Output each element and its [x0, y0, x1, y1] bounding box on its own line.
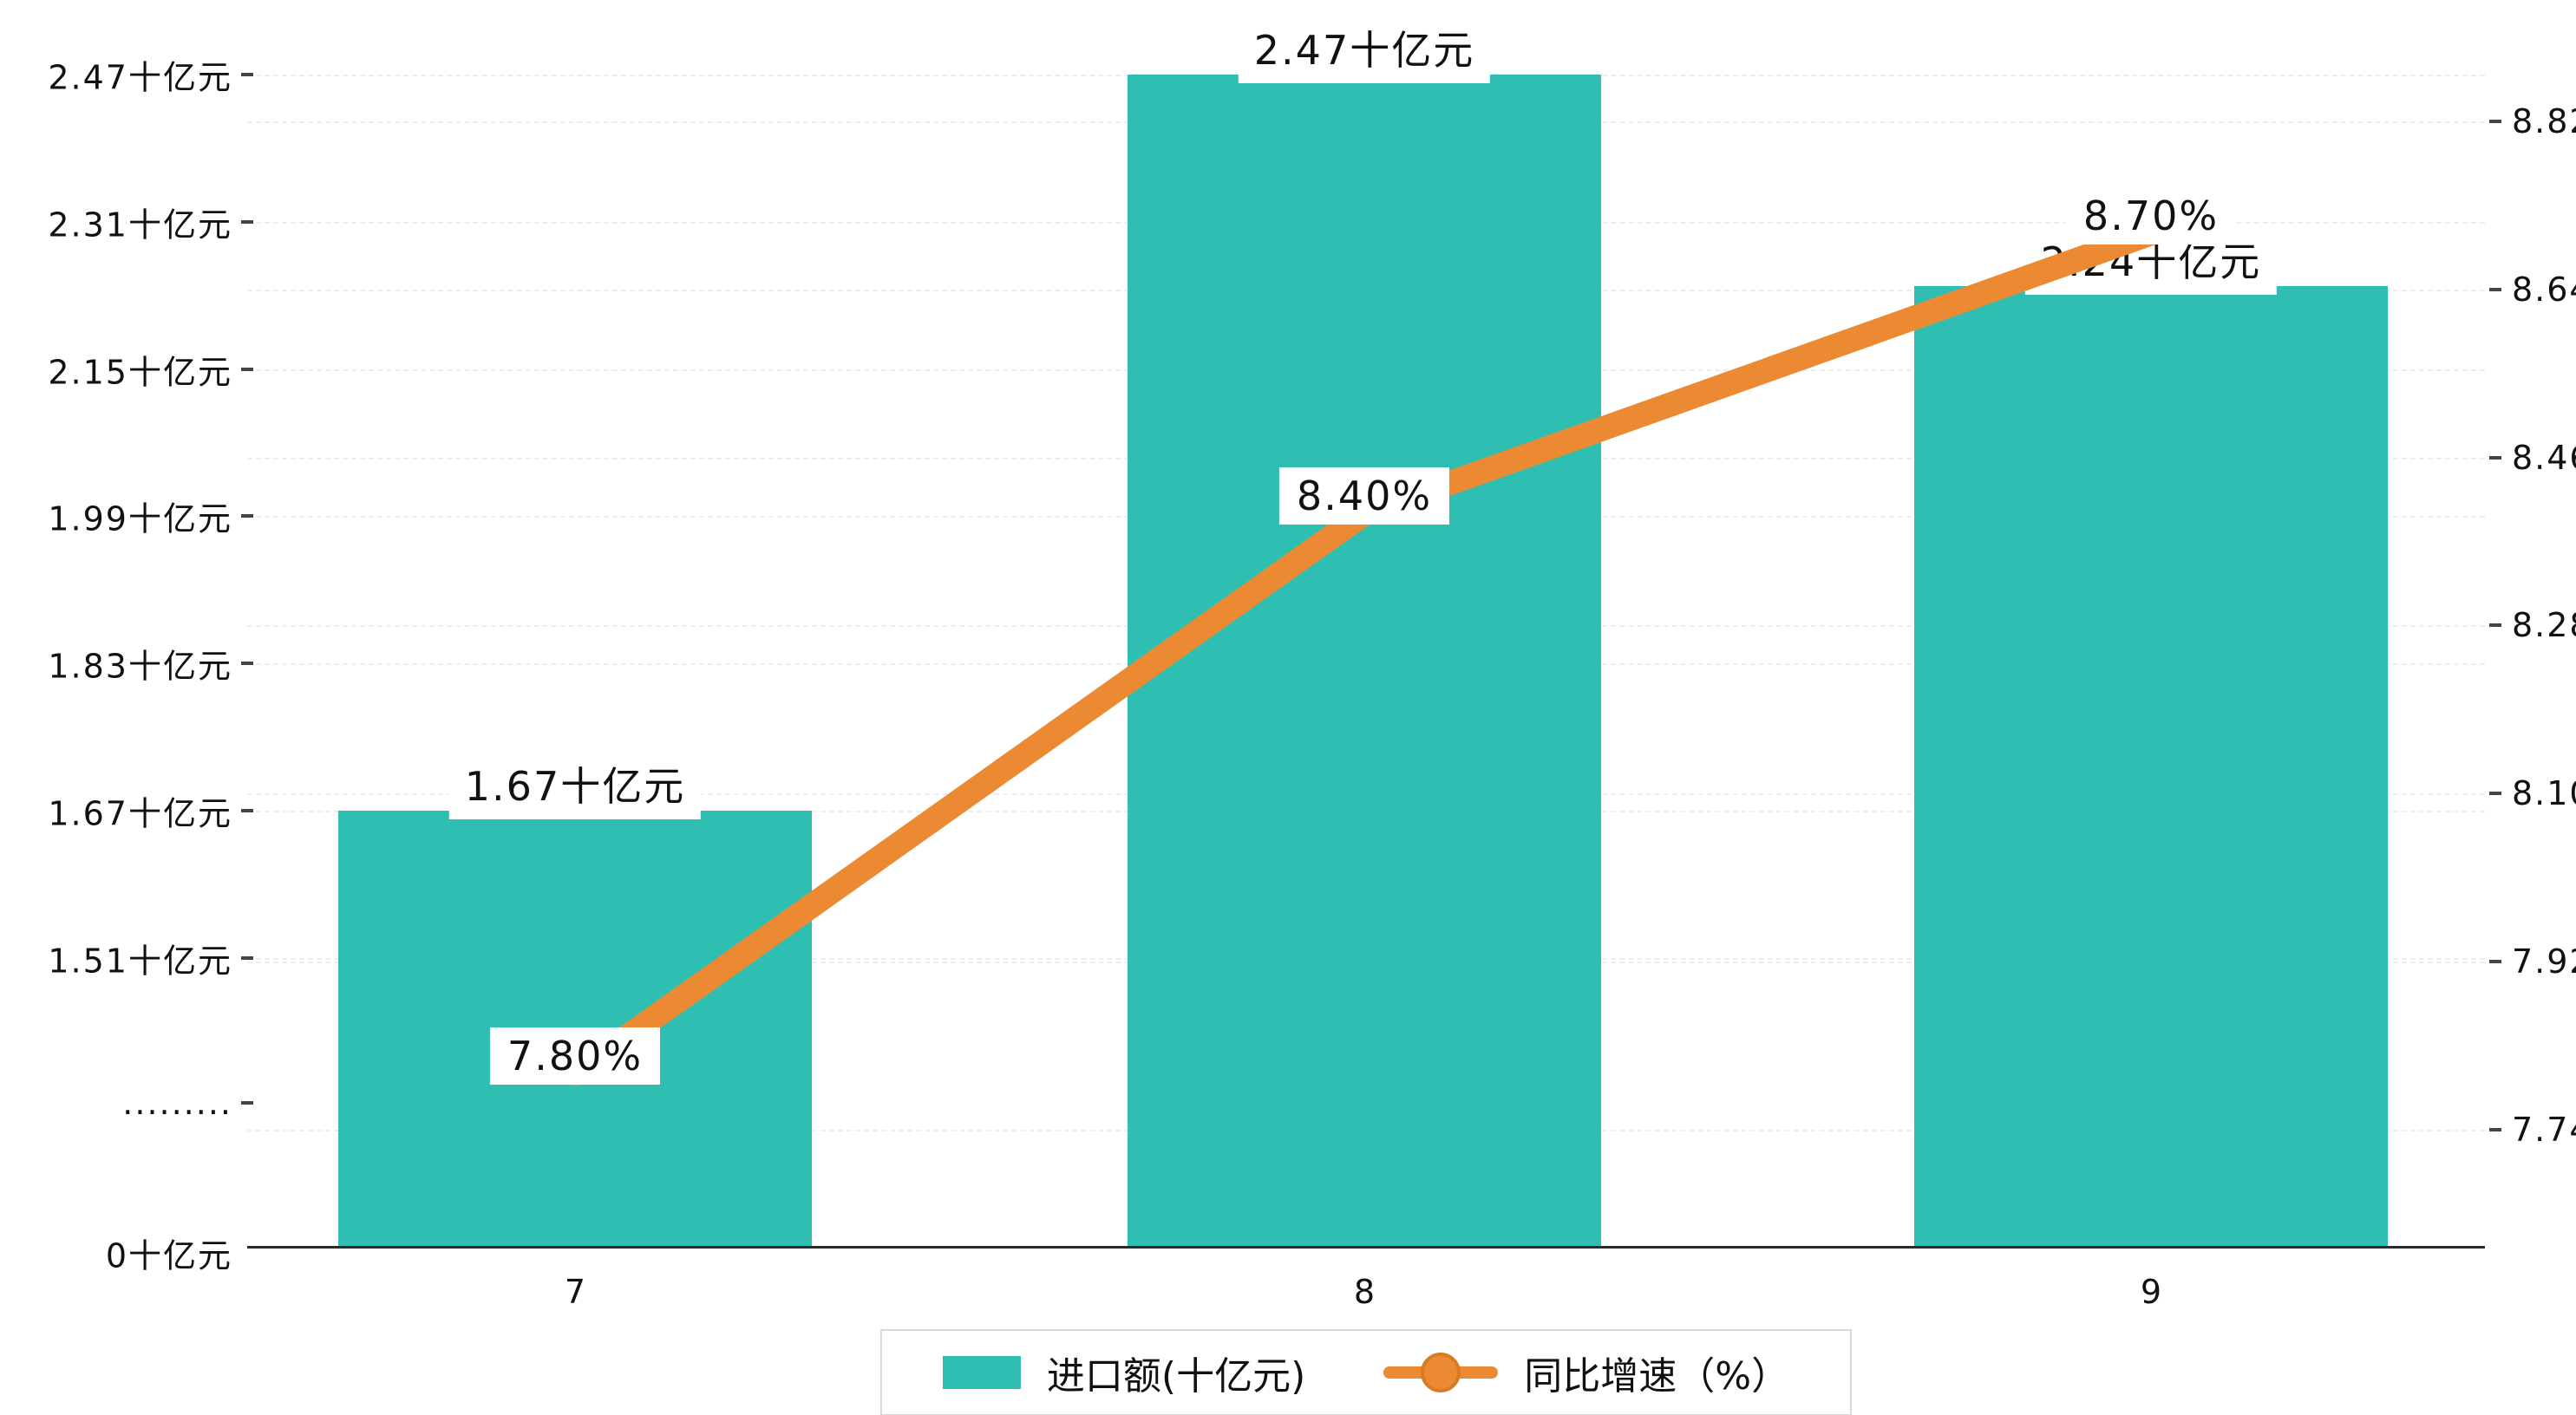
legend: 进口额(十亿元) 同比增速（%） — [879, 1329, 1853, 1415]
bar-value-label: 1.67十亿元 — [448, 748, 702, 819]
left-axis-tick-label: 1.67十亿元 — [48, 794, 232, 833]
x-tick-label: 8 — [1353, 1273, 1376, 1311]
bar-month-8 — [1128, 75, 1601, 1246]
left-axis-tick-label: 2.47十亿元 — [48, 58, 232, 97]
right-tick-mark — [2489, 1128, 2501, 1131]
right-tick-mark — [2489, 960, 2501, 963]
left-axis-tick-label: 1.99十亿元 — [48, 499, 232, 538]
left-tick-mark — [241, 73, 253, 76]
right-axis-tick-label: 8.10 — [2512, 774, 2576, 812]
growth-line-path — [563, 221, 2163, 1086]
left-tick-mark — [241, 956, 253, 960]
legend-label-imports: 进口额(十亿元) — [1046, 1354, 1306, 1399]
x-axis-line — [247, 1246, 2485, 1249]
left-tick-mark — [241, 368, 253, 371]
growth-value-label: 8.40% — [1278, 467, 1450, 525]
x-tick-label: 7 — [564, 1273, 586, 1311]
left-tick-mark — [241, 809, 253, 812]
right-tick-mark — [2489, 623, 2501, 627]
left-axis-tick-label: 1.51十亿元 — [48, 942, 232, 981]
growth-line-marker-icon — [1383, 1353, 1499, 1392]
left-tick-mark — [241, 514, 253, 518]
right-axis-tick-label: 7.92 — [2512, 942, 2576, 981]
growth-value-label: 7.80% — [489, 1027, 661, 1086]
left-axis-tick-label: 2.31十亿元 — [48, 205, 232, 245]
right-axis-tick-label: 8.64 — [2512, 271, 2576, 309]
left-tick-mark — [241, 662, 253, 665]
left-axis-tick-label: 2.15十亿元 — [48, 353, 232, 392]
right-axis-tick-label: 8.28 — [2512, 606, 2576, 644]
left-axis-tick-label: 0十亿元 — [105, 1236, 232, 1275]
right-axis-tick-label: 8.46 — [2512, 439, 2576, 477]
right-axis-tick-label: 8.82 — [2512, 102, 2576, 140]
x-tick-label: 9 — [2140, 1273, 2162, 1311]
right-tick-mark — [2489, 120, 2501, 123]
legend-item-imports[interactable]: 进口额(十亿元) — [942, 1345, 1306, 1400]
legend-item-growth[interactable]: 同比增速（%） — [1383, 1345, 1789, 1400]
right-tick-mark — [2489, 792, 2501, 795]
left-tick-mark — [241, 220, 253, 224]
imports-swatch-icon — [942, 1356, 1021, 1389]
legend-label-growth: 同比增速（%） — [1524, 1354, 1790, 1399]
right-tick-mark — [2489, 288, 2501, 291]
left-axis-tick-label: ......... — [122, 1084, 232, 1122]
growth-value-label: 8.70% — [2065, 187, 2237, 245]
right-tick-mark — [2489, 456, 2501, 460]
left-tick-mark — [241, 1101, 253, 1105]
right-axis-tick-label: 7.74 — [2512, 1111, 2576, 1149]
left-axis-tick-label: 1.83十亿元 — [48, 647, 232, 686]
growth-dot-marker-icon — [1421, 1353, 1461, 1392]
bar-month-9 — [1914, 286, 2388, 1246]
bar-value-label: 2.47十亿元 — [1238, 12, 1491, 83]
